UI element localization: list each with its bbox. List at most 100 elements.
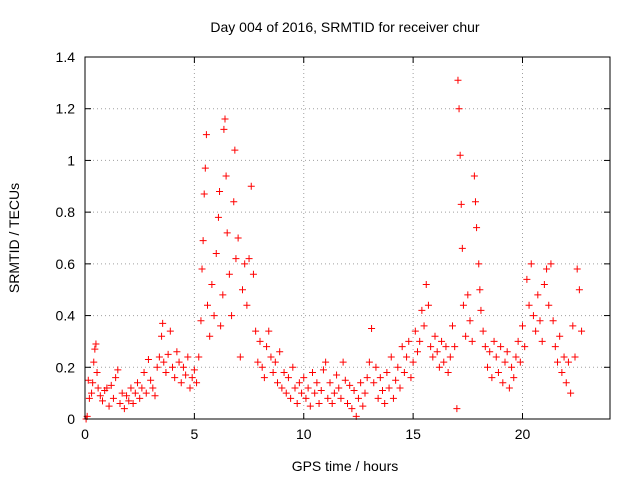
data-point [89,379,97,387]
data-point [114,366,122,374]
data-point [433,348,441,356]
data-point [442,343,450,351]
data-point [85,394,93,402]
data-point [278,384,286,392]
data-point [405,337,413,345]
data-point [136,394,144,402]
plot-frame [84,56,611,420]
data-point [182,371,190,379]
x-tick-label: 10 [296,426,312,442]
data-point [295,379,303,387]
data-point [298,389,306,397]
data-point [374,394,382,402]
data-point [234,234,242,242]
data-point [300,374,308,382]
data-point [291,384,299,392]
data-point [221,115,229,123]
data-point [84,376,92,384]
data-point [166,327,174,335]
data-point [263,343,271,351]
data-point [357,379,365,387]
data-point [313,379,321,387]
data-point [543,265,551,273]
data-point [470,172,478,180]
data-point [144,356,152,364]
data-point [344,399,351,407]
data-point [549,317,557,325]
data-point [190,366,198,374]
data-point [99,397,106,405]
data-point [529,312,537,320]
data-point [330,389,338,397]
data-point [212,250,220,258]
data-point [164,350,172,358]
data-point [376,374,384,382]
data-point [458,244,466,252]
data-point [488,374,496,382]
data-point [230,198,238,206]
data-point [527,260,535,268]
data-point [540,281,548,289]
data-point [431,332,439,340]
data-point [398,343,406,351]
data-point [197,317,205,325]
data-point [479,327,487,335]
data-point [363,374,371,382]
data-point [505,384,513,392]
data-point [567,389,575,397]
data-point [94,384,102,392]
data-point [556,332,564,340]
data-point [217,322,225,330]
data-point [389,394,397,402]
data-point [159,319,167,327]
data-point [409,358,417,366]
data-point [123,392,131,400]
data-point [558,368,566,376]
data-point [302,394,310,402]
y-tick-label: 0.6 [56,256,76,272]
data-point [341,376,349,384]
x-tick-label: 15 [405,426,421,442]
y-tick-label: 0.4 [56,308,76,324]
data-point [424,301,432,309]
data-point [267,353,275,361]
data-point [220,125,228,133]
y-tick-label: 1.2 [56,101,76,117]
data-point [497,343,505,351]
data-point [359,402,367,410]
data-point [501,358,509,366]
x-tick-label: 20 [515,426,531,442]
data-point [200,190,208,198]
data-point [457,200,465,208]
data-point [193,379,201,387]
data-point [309,368,316,376]
data-point [208,281,216,289]
data-point [453,405,461,413]
data-point [134,379,141,387]
data-point [131,389,139,397]
data-point [435,363,443,371]
data-point [175,358,183,366]
data-point [92,340,100,348]
data-point [231,146,239,154]
data-point [179,363,187,371]
data-point [282,389,290,397]
data-point [258,363,266,371]
data-point [534,291,542,299]
data-point [383,368,391,376]
data-point [484,363,491,371]
x-tick-label: 0 [81,426,89,442]
data-point [129,399,137,407]
data-point [228,312,236,320]
data-point [171,374,179,382]
data-point [525,301,533,309]
data-point [236,353,244,361]
data-point [147,376,155,384]
data-point [140,368,148,376]
data-point [361,389,369,397]
data-point [271,358,279,366]
axes-layer: 0 0.2 0.4 0.6 0.8 1 1.2 1.4 0 5 10 15 20 [56,49,611,442]
data-point [195,353,203,361]
data-point [508,363,516,371]
data-point [177,379,185,387]
